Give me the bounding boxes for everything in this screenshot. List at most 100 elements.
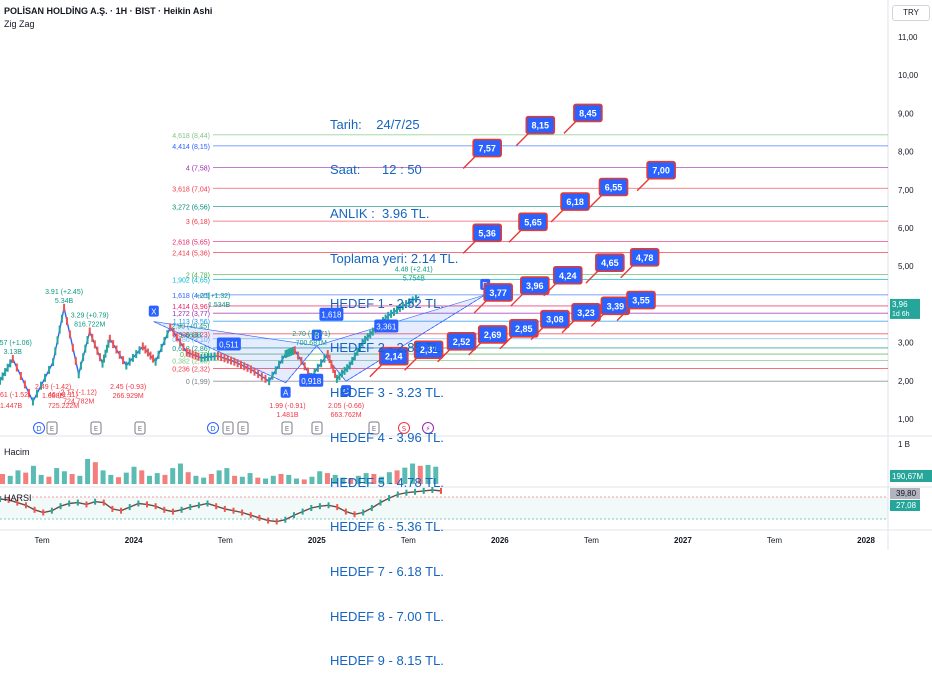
price-candle bbox=[341, 369, 344, 378]
price-candle bbox=[84, 344, 87, 353]
pattern-point: A bbox=[280, 386, 291, 398]
harsi-candle bbox=[232, 507, 235, 514]
price-candle bbox=[346, 364, 349, 373]
event-marker-text: E bbox=[285, 425, 289, 433]
price-candle bbox=[4, 368, 7, 377]
volume-bar bbox=[116, 477, 122, 484]
event-marker: S bbox=[398, 422, 410, 434]
price-candle bbox=[60, 314, 63, 323]
fib-level-label: 4,618 (8,44) bbox=[172, 133, 210, 140]
y-tick-label: 8,00 bbox=[898, 148, 914, 157]
note-line: HEDEF 1 - 2.52 TL. bbox=[330, 295, 444, 311]
price-candle bbox=[131, 353, 134, 362]
harsi-candle bbox=[7, 496, 10, 503]
fib-level-label: 3 (6,18) bbox=[186, 219, 210, 226]
event-marker: E bbox=[368, 421, 380, 435]
target-callout: 3,96 bbox=[510, 276, 550, 307]
analysis-note: Tarih: 24/7/25 Saat: 12 : 50 ANLIK : 3.9… bbox=[330, 88, 458, 684]
event-marker: E bbox=[311, 421, 323, 435]
price-candle bbox=[146, 348, 149, 357]
zigzag-label: 3.91 (+2.45) bbox=[45, 289, 83, 296]
harsi-candle bbox=[405, 489, 408, 496]
target-text: 2,31 bbox=[420, 345, 438, 355]
harsi-candle bbox=[223, 505, 226, 512]
event-marker-text: E bbox=[372, 425, 376, 433]
volume-bar bbox=[425, 464, 431, 484]
volume-bar bbox=[294, 478, 299, 484]
current-price-badge: 3,96 1d 6h bbox=[890, 298, 920, 319]
event-marker: E bbox=[90, 421, 102, 435]
harsi-candle bbox=[68, 500, 71, 507]
price-candle bbox=[138, 346, 141, 355]
target-pointer bbox=[369, 364, 383, 378]
price-candle bbox=[115, 345, 118, 354]
fib-level-label: 1,113 (3,56) bbox=[173, 319, 210, 326]
price-candle bbox=[226, 355, 229, 364]
volume-last-box bbox=[890, 470, 932, 482]
y-tick-label: 7,00 bbox=[898, 186, 914, 195]
price-candle bbox=[390, 309, 393, 318]
price-candle bbox=[40, 381, 43, 390]
currency-button[interactable]: TRY bbox=[892, 5, 930, 21]
price-candle bbox=[236, 359, 239, 368]
price-candle bbox=[102, 354, 105, 363]
target-pointer bbox=[620, 265, 634, 279]
volume-bar bbox=[371, 474, 377, 484]
target-box bbox=[379, 346, 409, 366]
zigzag-label: 2.70 (+0.71) bbox=[292, 331, 330, 338]
price-candle bbox=[297, 351, 300, 360]
target-callout: 4,24 bbox=[543, 265, 583, 297]
target-text: 3,96 bbox=[526, 281, 544, 291]
event-marker: E bbox=[281, 421, 293, 435]
target-text: 2,69 bbox=[484, 330, 502, 340]
price-candle bbox=[0, 376, 1, 385]
target-box bbox=[626, 290, 656, 310]
target-callout: 2,85 bbox=[499, 319, 539, 350]
price-candle bbox=[93, 340, 96, 349]
fib-level-label: 4,414 (8,15) bbox=[172, 144, 210, 151]
volume-bar bbox=[0, 474, 5, 484]
target-callout: 4,65 bbox=[585, 253, 625, 284]
price-candle bbox=[220, 353, 223, 362]
zigzag-label: 2.57 (+1.06) bbox=[0, 340, 32, 347]
harsi-candle bbox=[154, 503, 157, 510]
price-candle bbox=[63, 303, 66, 312]
price-candle bbox=[169, 323, 172, 332]
volume-bar bbox=[363, 473, 369, 484]
zigzag-label: (+1.32) bbox=[208, 293, 230, 300]
price-candle bbox=[408, 298, 411, 307]
note-line: Toplama yeri: 2.14 TL. bbox=[330, 250, 459, 266]
target-text: 3,77 bbox=[489, 288, 507, 298]
price-candle bbox=[335, 374, 338, 383]
target-text: 3,08 bbox=[546, 315, 564, 325]
price-candle bbox=[288, 348, 291, 357]
volume-bar bbox=[15, 470, 21, 484]
harsi-axis-label: 27,08 bbox=[896, 501, 917, 510]
volume-bar bbox=[123, 472, 129, 484]
fib-level-label: 3,618 (7,04) bbox=[172, 186, 210, 193]
price-tag: 3,361 bbox=[374, 319, 399, 333]
price-candle bbox=[216, 351, 219, 360]
harsi-candle bbox=[388, 495, 391, 502]
target-pointer bbox=[616, 308, 630, 322]
target-callout: 6,18 bbox=[550, 192, 590, 223]
volume-bar bbox=[108, 474, 114, 484]
price-tag-box bbox=[319, 307, 344, 321]
harsi-candle bbox=[111, 505, 114, 512]
volume-bar bbox=[131, 466, 137, 484]
harsi-candle bbox=[180, 506, 183, 513]
price-candle bbox=[152, 354, 155, 363]
note-line: HEDEF 3 - 3.23 TL. bbox=[330, 385, 444, 401]
event-marker-shape bbox=[311, 421, 323, 435]
target-callout: 8,15 bbox=[515, 115, 556, 147]
symbol-title: POLİSAN HOLDİNG A.Ş. · 1H · BIST · Heiki… bbox=[4, 6, 213, 16]
y-tick-label: 10,00 bbox=[898, 71, 919, 80]
target-box bbox=[509, 319, 539, 338]
price-candle bbox=[364, 335, 367, 344]
price-candle bbox=[271, 371, 274, 380]
target-text: 2,85 bbox=[515, 324, 533, 334]
price-candle bbox=[122, 356, 125, 365]
target-box bbox=[446, 332, 477, 351]
harsi-candle bbox=[76, 499, 79, 506]
target-box bbox=[629, 247, 660, 267]
